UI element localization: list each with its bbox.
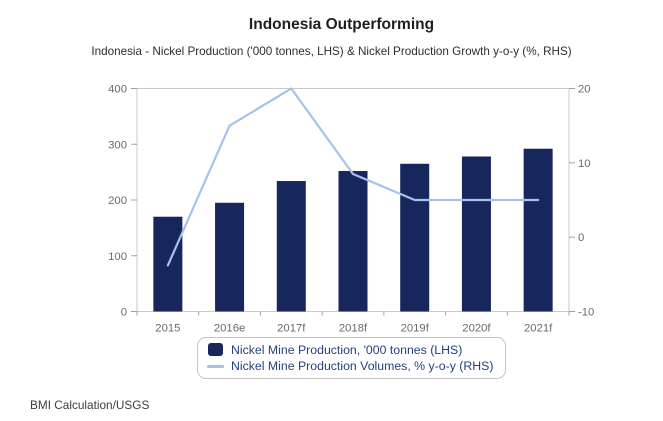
x-axis-label-2021f: 2021f	[524, 323, 553, 335]
legend-item-production: Nickel Mine Production, '000 tonnes (LHS…	[207, 342, 493, 358]
left-axis-label-400: 400	[108, 84, 127, 96]
left-axis-label-0: 0	[121, 307, 127, 319]
right-axis-label--10: -10	[578, 307, 594, 319]
x-axis-label-2015: 2015	[155, 323, 180, 335]
left-axis-label-200: 200	[108, 195, 127, 207]
bar-2021f	[523, 148, 553, 312]
source-attribution: BMI Calculation/USGS	[30, 398, 150, 412]
right-axis-label-20: 20	[578, 84, 591, 96]
legend-item-growth: Nickel Mine Production Volumes, % y-o-y …	[207, 359, 493, 375]
chart-subtitle: Indonesia - Nickel Production ('000 tonn…	[91, 45, 572, 58]
right-axis-label-10: 10	[578, 158, 591, 170]
bar-2016e	[215, 202, 245, 312]
legend-label-growth: Nickel Mine Production Volumes, % y-o-y …	[231, 359, 494, 374]
growth-line	[166, 87, 540, 267]
bar-2017f	[276, 181, 306, 312]
left-axis-label-100: 100	[108, 251, 127, 263]
x-axis-label-2016e: 2016e	[214, 323, 245, 335]
bar-2018f	[338, 171, 368, 312]
bar-series-swatch-icon	[208, 343, 223, 357]
legend-label-production: Nickel Mine Production, '000 tonnes (LHS…	[231, 342, 463, 357]
x-axis-label-2020f: 2020f	[462, 323, 491, 335]
bar-2020f	[461, 156, 491, 312]
x-axis-label-2019f: 2019f	[401, 323, 430, 335]
x-axis-label-2018f: 2018f	[339, 323, 368, 335]
chart-title: Indonesia Outperforming	[248, 16, 435, 33]
bar-2019f	[400, 163, 430, 312]
chart-legend: Nickel Mine Production, '000 tonnes (LHS…	[197, 337, 507, 379]
x-axis-label-2017f: 2017f	[277, 323, 306, 335]
left-axis-label-300: 300	[108, 139, 127, 151]
line-series-swatch-icon	[207, 365, 224, 368]
right-axis-label-0: 0	[578, 232, 584, 244]
